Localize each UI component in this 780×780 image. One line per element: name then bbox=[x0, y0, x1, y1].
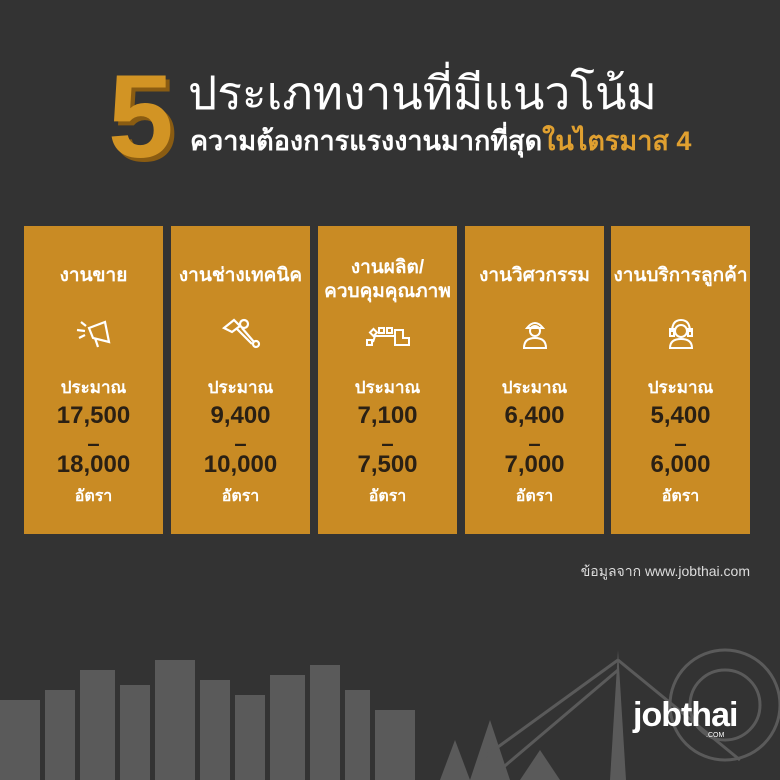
city-skyline-illustration bbox=[0, 648, 780, 780]
card-title: งานวิศวกรรม bbox=[479, 265, 590, 286]
card-production: งานผลิต/ควบคุมคุณภาพ ประมาณ 7,100 – 7,50… bbox=[318, 226, 457, 534]
max-value: 18,000 bbox=[56, 451, 131, 478]
card-customer-service: งานบริการลูกค้า ประมาณ 5,400 – 6,000 อัต… bbox=[611, 226, 750, 534]
min-value: 9,400 bbox=[210, 402, 271, 429]
subtitle-highlight: ในไตรมาส 4 bbox=[542, 126, 692, 156]
headline-number: 5 bbox=[108, 51, 174, 183]
card-title: งานขาย bbox=[59, 265, 128, 286]
min-value: 5,400 bbox=[650, 402, 711, 429]
card-title: งานผลิต/ควบคุมคุณภาพ bbox=[318, 256, 457, 304]
range-dash: – bbox=[234, 431, 247, 456]
min-value: 6,400 bbox=[504, 402, 565, 429]
unit-label: อัตรา bbox=[221, 488, 260, 505]
card-title: งานช่างเทคนิค bbox=[178, 265, 303, 286]
approx-label: ประมาณ bbox=[354, 378, 421, 397]
unit-label: อัตรา bbox=[661, 488, 700, 505]
unit-label: อัตรา bbox=[74, 488, 113, 505]
subtitle-main: ความต้องการแรงงานมากที่สุด bbox=[190, 126, 543, 156]
megaphone-icon bbox=[76, 320, 110, 348]
headline-subtitle: ความต้องการแรงงานมากที่สุดในไตรมาส 4 bbox=[190, 128, 691, 155]
card-title-line1: งานผลิต/ bbox=[350, 257, 425, 278]
unit-label: อัตรา bbox=[368, 488, 407, 505]
tools-icon bbox=[221, 318, 260, 349]
range-dash: – bbox=[528, 431, 541, 456]
max-value: 6,000 bbox=[650, 451, 711, 478]
engineer-icon bbox=[522, 322, 547, 349]
approx-label: ประมาณ bbox=[647, 378, 714, 397]
range-dash: – bbox=[381, 431, 394, 456]
max-value: 7,500 bbox=[357, 451, 418, 478]
range-dash: – bbox=[87, 431, 100, 456]
card-sales: งานขาย ประมาณ 17,500 – 18,000 อัตรา bbox=[24, 226, 163, 534]
unit-label: อัตรา bbox=[515, 488, 554, 505]
card-title: งานบริการลูกค้า bbox=[613, 265, 748, 286]
card-engineering: งานวิศวกรรม ประมาณ 6,400 – 7,000 อัตรา bbox=[465, 226, 604, 534]
max-value: 10,000 bbox=[203, 451, 278, 478]
headline-title: ประเภทงานที่มีแนวโน้ม bbox=[188, 67, 657, 119]
headset-icon bbox=[668, 318, 693, 349]
approx-label: ประมาณ bbox=[501, 378, 568, 397]
max-value: 7,000 bbox=[504, 451, 565, 478]
jobthai-logo: jobthai bbox=[633, 696, 738, 734]
min-value: 7,100 bbox=[357, 402, 418, 429]
min-value: 17,500 bbox=[56, 402, 131, 429]
card-title-line2: ควบคุมคุณภาพ bbox=[324, 281, 451, 302]
approx-label: ประมาณ bbox=[207, 378, 274, 397]
source-credit: ข้อมูลจาก www.jobthai.com bbox=[580, 563, 750, 579]
conveyor-icon bbox=[365, 327, 410, 346]
jobthai-logo-sub: .COM bbox=[706, 732, 725, 739]
approx-label: ประมาณ bbox=[60, 378, 127, 397]
card-technician: งานช่างเทคนิค ประมาณ 9,400 – 10,000 อัตร… bbox=[171, 226, 310, 534]
range-dash: – bbox=[674, 431, 687, 456]
